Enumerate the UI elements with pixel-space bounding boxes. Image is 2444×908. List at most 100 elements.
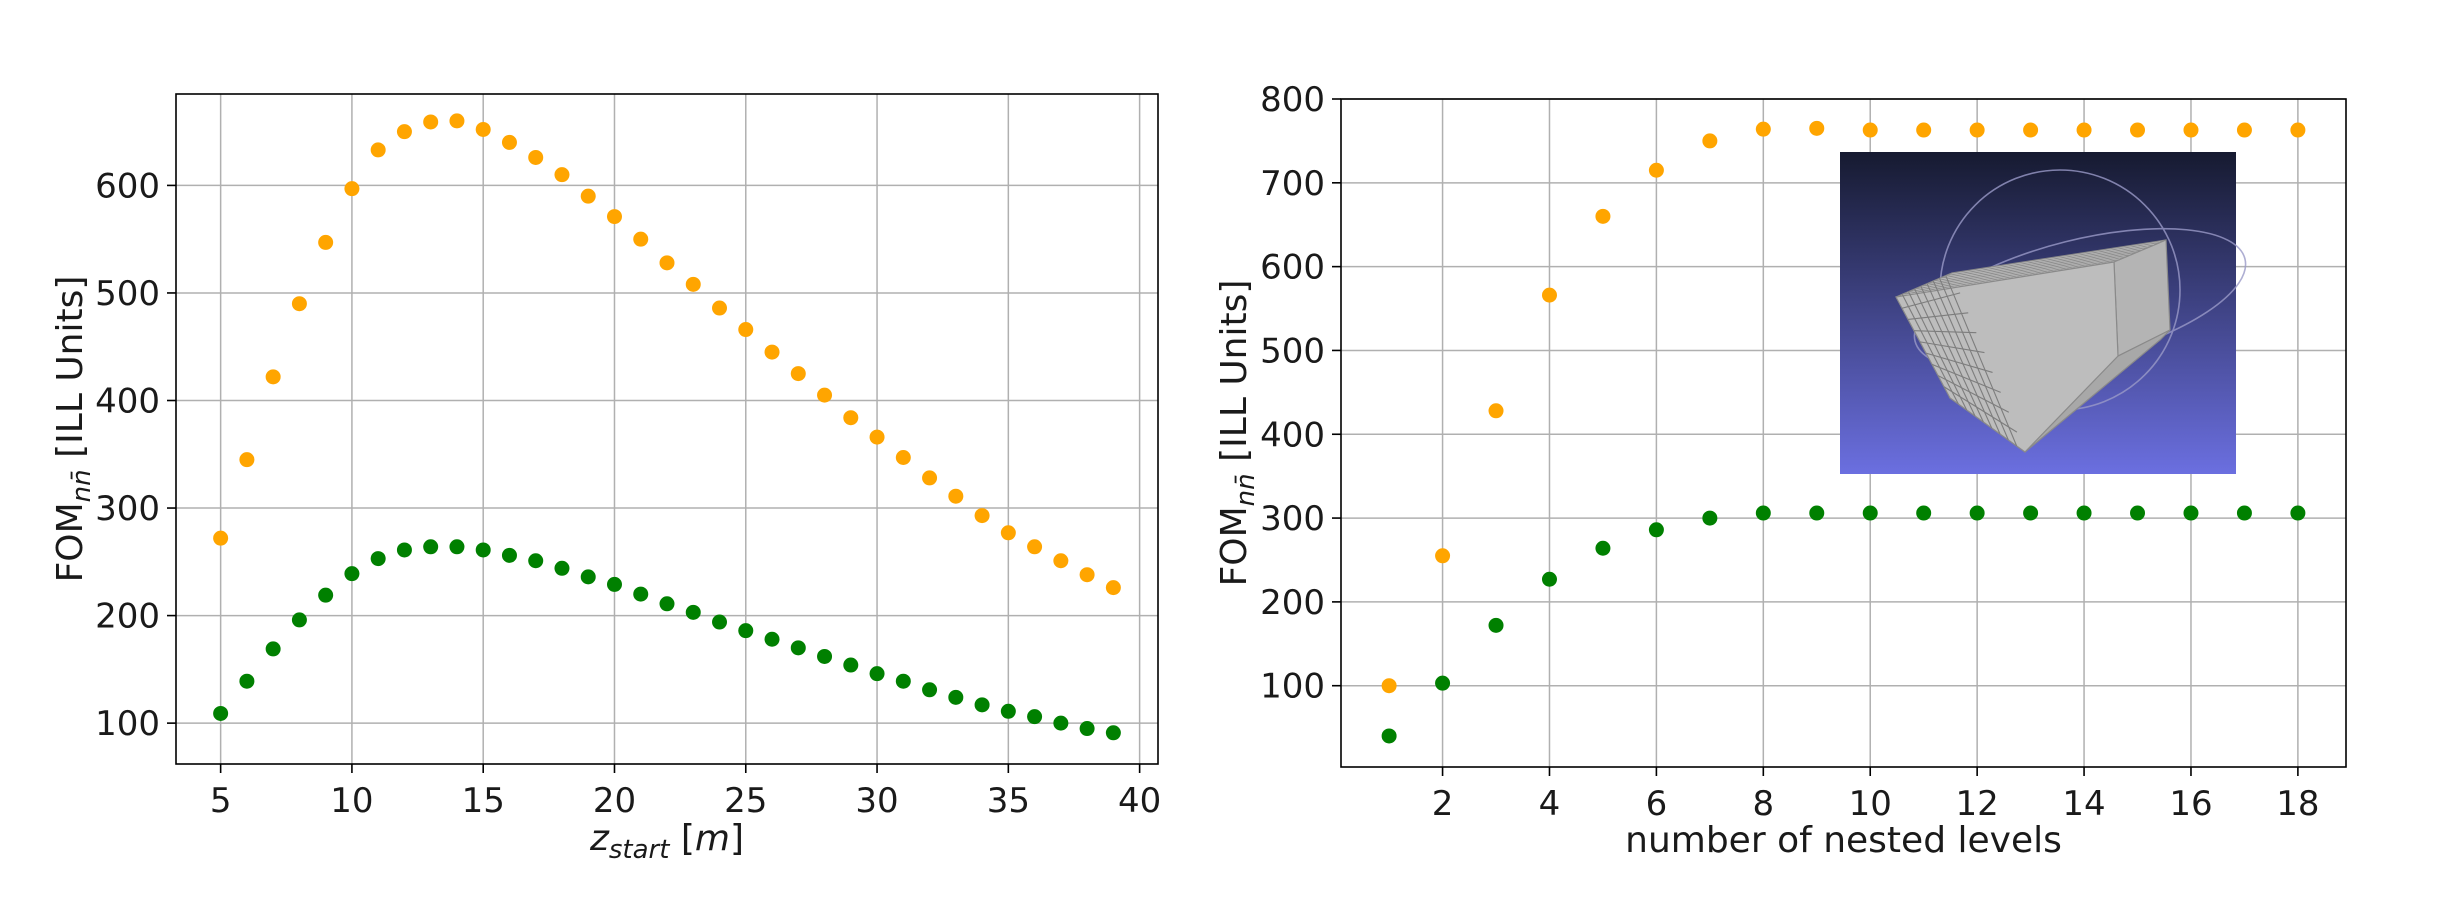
data-point-series-1 — [738, 623, 754, 639]
data-point-series-1 — [1027, 709, 1043, 725]
data-point-series-1 — [475, 542, 491, 558]
data-point-series-1 — [1541, 571, 1557, 587]
data-point-series-1 — [554, 560, 570, 576]
inset-3d-render — [1840, 152, 2247, 474]
data-point-series-0 — [2290, 122, 2306, 138]
data-point-series-1 — [1648, 522, 1664, 538]
data-point-series-0 — [2023, 122, 2039, 138]
x-tick-label: 35 — [987, 781, 1030, 821]
ticks-left: 5 10 15 20 25 30 35 40 100 200 300 400 500 600 — [95, 166, 1161, 821]
data-point-series-1 — [1000, 703, 1016, 719]
x-tick-label: 10 — [330, 781, 373, 821]
y-tick-label: 400 — [95, 382, 160, 422]
data-point-series-1 — [2023, 505, 2039, 521]
data-point-series-0 — [344, 181, 360, 197]
data-point-series-1 — [895, 673, 911, 689]
data-point-series-0 — [370, 142, 386, 158]
y-tick-label: 600 — [95, 166, 160, 206]
data-point-series-1 — [764, 631, 780, 647]
data-point-series-0 — [423, 114, 439, 130]
data-point-series-0 — [396, 124, 412, 140]
x-tick-label: 30 — [855, 781, 898, 821]
data-point-series-0 — [1435, 548, 1451, 564]
data-point-series-0 — [633, 231, 649, 247]
data-point-series-1 — [2236, 505, 2252, 521]
data-point-series-1 — [344, 566, 360, 582]
data-point-series-0 — [501, 134, 517, 150]
x-tick-label: 4 — [1539, 784, 1561, 824]
data-point-series-0 — [922, 470, 938, 486]
data-point-series-0 — [1541, 287, 1557, 303]
data-point-series-0 — [239, 452, 255, 468]
y-tick-label: 800 — [1260, 80, 1325, 120]
data-point-series-0 — [1079, 567, 1095, 583]
points-right — [1381, 120, 2306, 744]
data-point-series-0 — [265, 369, 281, 385]
data-point-series-1 — [370, 551, 386, 567]
data-point-series-1 — [528, 553, 544, 569]
data-point-series-1 — [606, 576, 622, 592]
data-point-series-1 — [659, 596, 675, 612]
data-point-series-1 — [213, 705, 229, 721]
data-point-series-1 — [922, 682, 938, 698]
x-tick-label: 25 — [724, 781, 767, 821]
plot-frame-left — [175, 93, 1159, 765]
y-tick-label: 100 — [95, 704, 160, 744]
data-point-series-0 — [1027, 539, 1043, 555]
data-point-series-1 — [633, 586, 649, 602]
y-axis-label-right: FOMnn̄ [ILL Units] — [1214, 280, 1261, 587]
data-point-series-0 — [475, 121, 491, 137]
y-tick-label: 300 — [1260, 499, 1325, 539]
data-point-series-0 — [2076, 122, 2092, 138]
data-point-series-0 — [1488, 403, 1504, 419]
chart-right: 2 4 6 8 10 12 14 16 18 100 200 300 400 500 600 700 800 n… — [1214, 80, 2347, 861]
data-point-series-0 — [1809, 120, 1825, 136]
data-point-series-1 — [291, 612, 307, 628]
data-point-series-0 — [2183, 122, 2199, 138]
data-point-series-1 — [1755, 505, 1771, 521]
x-tick-label: 12 — [1956, 784, 1999, 824]
y-tick-label: 700 — [1260, 164, 1325, 204]
x-axis-label-left: zstart [m] — [589, 818, 744, 865]
x-tick-label: 16 — [2169, 784, 2212, 824]
data-point-series-0 — [554, 167, 570, 183]
y-tick-label: 600 — [1260, 248, 1325, 288]
data-point-series-0 — [685, 276, 701, 292]
data-point-series-1 — [396, 542, 412, 558]
data-point-series-1 — [1381, 728, 1397, 744]
data-point-series-0 — [2236, 122, 2252, 138]
data-point-series-1 — [1862, 505, 1878, 521]
data-point-series-1 — [817, 648, 833, 664]
data-point-series-0 — [817, 387, 833, 403]
y-axis-label-left: FOMnn̄ [ILL Units] — [50, 276, 97, 583]
data-point-series-0 — [1053, 553, 1069, 569]
data-point-series-1 — [869, 666, 885, 682]
data-point-series-1 — [1702, 510, 1718, 526]
data-point-series-0 — [318, 234, 334, 250]
chart-left: 5 10 15 20 25 30 35 40 100 200 300 400 500 600 zstart… — [50, 93, 1161, 865]
x-tick-label: 2 — [1432, 784, 1454, 824]
y-tick-label: 200 — [1260, 583, 1325, 623]
x-tick-label: 6 — [1646, 784, 1668, 824]
data-point-series-0 — [1000, 525, 1016, 541]
data-point-series-0 — [712, 300, 728, 316]
data-point-series-1 — [1916, 505, 1932, 521]
grid-left — [176, 94, 1158, 764]
x-axis-label-right: number of nested levels — [1625, 820, 2062, 861]
data-point-series-1 — [1105, 725, 1121, 741]
x-tick-label: 8 — [1752, 784, 1774, 824]
y-tick-label: 500 — [1260, 331, 1325, 371]
data-point-series-1 — [1053, 715, 1069, 731]
data-point-series-0 — [606, 209, 622, 225]
data-point-series-1 — [1435, 675, 1451, 691]
data-point-series-1 — [1595, 540, 1611, 556]
y-tick-label: 100 — [1260, 667, 1325, 707]
data-point-series-0 — [738, 322, 754, 338]
data-point-series-0 — [974, 508, 990, 524]
y-tick-label: 500 — [95, 274, 160, 314]
data-point-series-0 — [1595, 208, 1611, 224]
data-point-series-0 — [291, 296, 307, 312]
data-point-series-1 — [790, 640, 806, 656]
data-point-series-0 — [1381, 678, 1397, 694]
data-point-series-1 — [1809, 505, 1825, 521]
